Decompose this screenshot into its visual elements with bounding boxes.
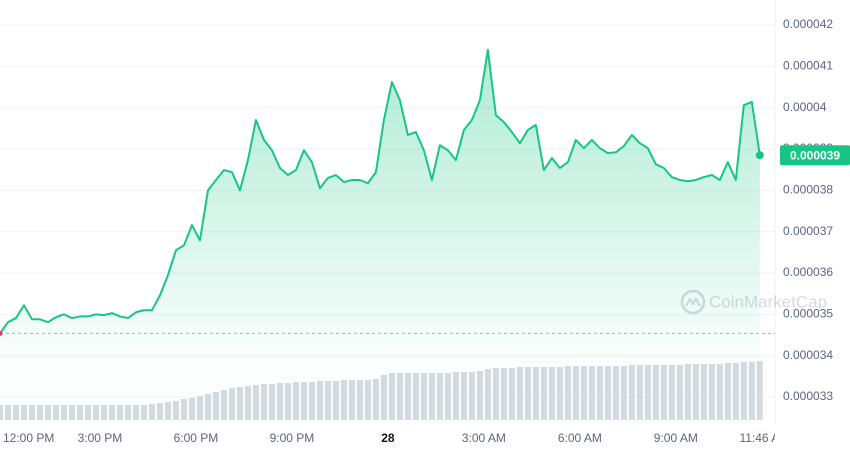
start-dot bbox=[0, 330, 3, 336]
y-tick-label: 0.000033 bbox=[783, 389, 833, 403]
x-tick-label: 3:00 AM bbox=[462, 431, 506, 445]
y-tick-label: 0.000041 bbox=[783, 58, 833, 72]
y-tick-label: 0.000038 bbox=[783, 183, 833, 197]
x-tick-label: 6:00 AM bbox=[558, 431, 602, 445]
watermark-text: CoinMarketCap bbox=[709, 292, 827, 311]
area-fill bbox=[0, 49, 760, 418]
y-tick-label: 0.00004 bbox=[783, 100, 827, 114]
y-tick-label: 0.000036 bbox=[783, 265, 833, 279]
y-tick-label: 0.000034 bbox=[783, 348, 833, 362]
x-tick-label: 28 bbox=[381, 431, 395, 445]
y-tick-label: 0.000035 bbox=[783, 307, 833, 321]
last-value-label: 0.000039 bbox=[790, 148, 840, 162]
y-tick-label: 0.000042 bbox=[783, 17, 833, 31]
x-tick-label: 6:00 PM bbox=[174, 431, 219, 445]
x-tick-label: 9:00 AM bbox=[654, 431, 698, 445]
last-value-badge bbox=[780, 145, 850, 166]
x-axis: 12:00 PM 3:00 PM 6:00 PM 9:00 PM 28 3:00 AM 6:… bbox=[3, 431, 789, 445]
watermark: CoinMarketCap bbox=[680, 289, 827, 315]
x-tick-label: 9:00 PM bbox=[270, 431, 315, 445]
end-dot bbox=[755, 151, 764, 160]
price-line bbox=[0, 48, 761, 334]
x-tick-label: 12:00 PM bbox=[3, 431, 54, 445]
x-tick-label: 11:46 AM bbox=[739, 431, 789, 445]
volume-bar bbox=[756, 361, 763, 420]
y-tick-label: 0.000037 bbox=[783, 224, 833, 238]
x-tick-label: 3:00 PM bbox=[78, 431, 123, 445]
